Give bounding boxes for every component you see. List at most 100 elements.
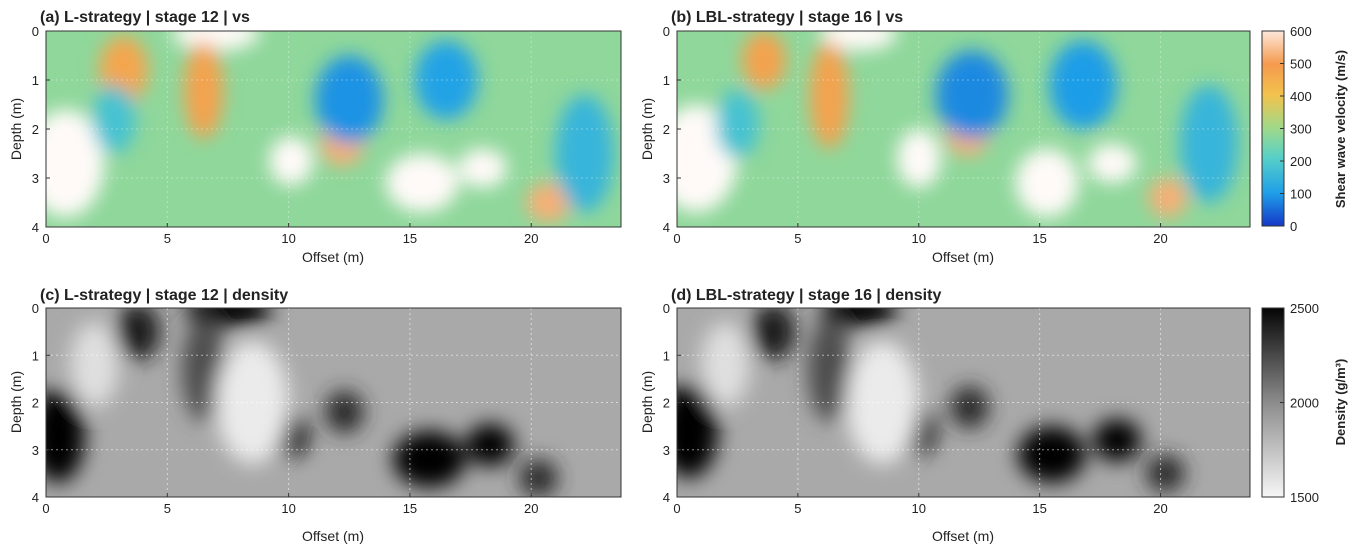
panel-b-ytick-label: 0 (663, 24, 670, 39)
panel-b-title: (b) LBL-strategy | stage 16 | vs (671, 9, 903, 26)
panel-b-feature (1015, 148, 1079, 218)
panel-d-xlabel: Offset (m) (932, 528, 994, 544)
panel-b-ytick-label: 1 (663, 73, 670, 88)
panel-a-feature (458, 148, 507, 188)
panel-d-feature (677, 383, 719, 479)
panel-a-feature (555, 94, 614, 213)
panel-b-xlabel: Offset (m) (932, 249, 994, 265)
panel-b-feature (809, 40, 849, 149)
panel-c-feature (392, 430, 466, 488)
panel-a-xtick-label: 0 (42, 231, 49, 246)
panel-c-title: (c) L-strategy | stage 12 | density (40, 287, 288, 304)
velocity-colorbar-label: Shear wave velocity (m/s) (1333, 50, 1348, 208)
panel-b-ytick-label: 3 (663, 171, 670, 186)
colorbar-0-tick-label: 600 (1290, 24, 1312, 39)
panel-c-feature (116, 308, 161, 360)
panel-a-feature (92, 84, 136, 154)
colorbar-0-tick-label: 400 (1290, 89, 1312, 104)
panel-c-ytick-label: 0 (32, 301, 39, 316)
panel-a-ytick-label: 1 (32, 73, 39, 88)
panel-d-feature (1092, 419, 1142, 462)
panel-c-ytick-label: 1 (32, 348, 39, 363)
panel-b-feature (819, 31, 898, 51)
panel-b-xtick-label: 10 (912, 231, 926, 246)
panel-b-ylabel: Depth (m) (639, 98, 655, 160)
panel-a-plot (46, 31, 621, 227)
panel-a-feature (46, 109, 105, 218)
panel-a-xtick-label: 20 (524, 231, 538, 246)
panel-c-plot (46, 308, 621, 497)
panel-c-ylabel: Depth (m) (8, 371, 24, 433)
panel-d-ytick-label: 4 (663, 490, 670, 505)
panel-c-ytick-label: 4 (32, 490, 39, 505)
panel-d-xtick-label: 0 (673, 501, 680, 516)
panel-c-feature (181, 317, 226, 422)
panel-d-ytick-label: 2 (663, 396, 670, 411)
colorbar-0-tick-label: 500 (1290, 57, 1312, 72)
panel-d-xtick-label: 20 (1153, 501, 1167, 516)
panel-d-feature (1017, 426, 1086, 483)
panel-b-feature (1049, 40, 1118, 129)
colorbar-0-tick-label: 0 (1290, 219, 1297, 234)
panel-b-feature (1179, 84, 1238, 203)
colorbar-0-tick-label: 200 (1290, 154, 1312, 169)
panel-c-xlabel: Offset (m) (302, 528, 364, 544)
panel-d-title: (d) LBL-strategy | stage 16 | density (671, 287, 941, 304)
panel-d-feature (751, 308, 796, 360)
panel-c-feature (465, 423, 515, 467)
panel-b-feature (742, 31, 786, 90)
panel-a-ytick-label: 2 (32, 122, 39, 137)
panel-d-xtick-label: 10 (912, 501, 926, 516)
colorbar-1-tick-label: 2000 (1290, 396, 1319, 411)
panel-a-ytick-label: 3 (32, 171, 39, 186)
panel-c-ytick-label: 2 (32, 396, 39, 411)
panel-c-xtick-label: 20 (524, 501, 538, 516)
panel-c-xtick-label: 5 (164, 501, 171, 516)
panel-a-ylabel: Depth (m) (8, 98, 24, 160)
panel-c-feature (325, 390, 364, 434)
colorbar-0-tick-label: 300 (1290, 122, 1312, 137)
panel-d-ytick-label: 0 (663, 301, 670, 316)
panel-b-feature (715, 89, 760, 159)
density-colorbar-label: Density (g/m³) (1333, 359, 1348, 446)
panel-d-xtick-label: 5 (794, 501, 801, 516)
panel-a-feature (315, 55, 384, 144)
panel-b-feature (935, 50, 1009, 139)
panel-d-feature (807, 317, 852, 422)
panel-c-xtick-label: 10 (281, 501, 295, 516)
panel-b-plot (677, 31, 1250, 227)
panel-d-feature (701, 322, 750, 408)
panel-a-xtick-label: 10 (281, 231, 295, 246)
panel-c-xtick-label: 0 (42, 501, 49, 516)
panel-c-feature (70, 322, 119, 408)
panel-a-title: (a) L-strategy | stage 12 | vs (40, 9, 250, 26)
panel-a-ytick-label: 4 (32, 220, 39, 235)
panel-d-ytick-label: 1 (663, 348, 670, 363)
panel-a-xtick-label: 15 (403, 231, 417, 246)
panel-d-ytick-label: 3 (663, 443, 670, 458)
panel-d-feature (819, 308, 898, 327)
panel-b-xtick-label: 0 (673, 231, 680, 246)
panel-c-ytick-label: 3 (32, 443, 39, 458)
panel-a-xlabel: Offset (m) (302, 249, 364, 265)
panel-d-feature (1146, 454, 1185, 493)
panel-c-xtick-label: 15 (403, 501, 417, 516)
panel-a-feature (385, 153, 459, 213)
colorbar-1-tick-label: 1500 (1290, 490, 1319, 505)
panel-d-plot (677, 308, 1250, 497)
panel-a-xtick-label: 5 (164, 231, 171, 246)
panel-a-ytick-label: 0 (32, 24, 39, 39)
colorbar-0-tick-label: 100 (1290, 187, 1312, 202)
panel-c-feature (46, 388, 85, 483)
panel-c-feature (519, 459, 558, 497)
panel-b-feature (897, 129, 941, 188)
colorbar-1-tick-label: 2500 (1290, 301, 1319, 316)
panel-b-xtick-label: 5 (794, 231, 801, 246)
panel-b-xtick-label: 15 (1032, 231, 1046, 246)
panel-d-ylabel: Depth (m) (639, 371, 655, 433)
panel-b-feature (1088, 143, 1137, 183)
panel-a-feature (172, 31, 260, 51)
panel-a-feature (184, 40, 224, 139)
panel-d-xtick-label: 15 (1032, 501, 1046, 516)
